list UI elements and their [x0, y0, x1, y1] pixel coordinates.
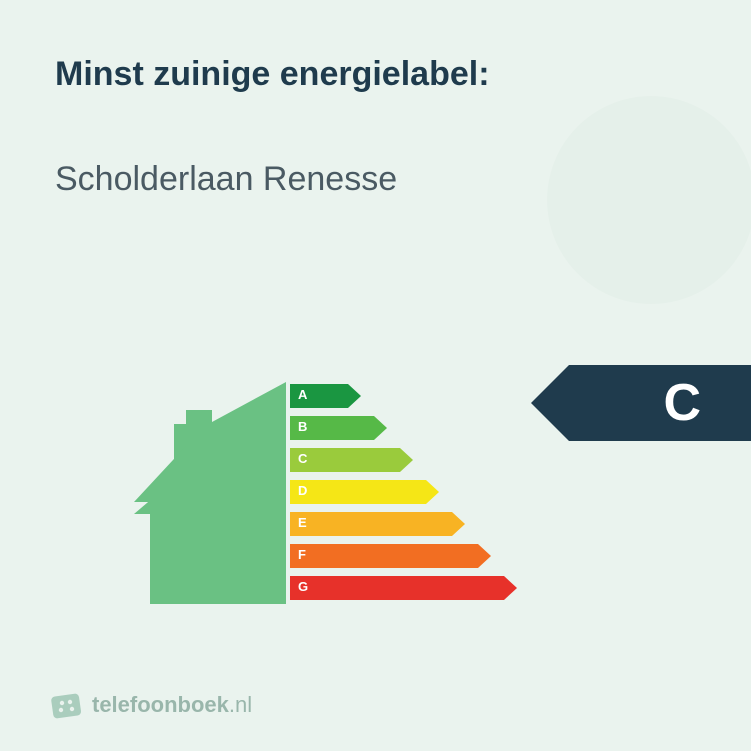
house-icon-main [130, 380, 286, 606]
bar-label: A [298, 387, 307, 402]
bar-label: F [298, 547, 306, 562]
bar-shape [290, 448, 414, 472]
footer-brand: telefoonboek.nl [92, 692, 252, 718]
footer-brand-light: .nl [229, 692, 252, 717]
bar-shape [290, 512, 466, 536]
bar-label: E [298, 515, 307, 530]
watermark-icon [521, 70, 751, 330]
footer: telefoonboek.nl [50, 689, 252, 721]
footer-brand-bold: telefoonboek [92, 692, 229, 717]
bar-shape [290, 576, 518, 600]
bar-shape [290, 544, 492, 568]
bar-label: C [298, 451, 307, 466]
bar-label: D [298, 483, 307, 498]
rating-letter: C [663, 373, 701, 433]
page-title: Minst zuinige energielabel: [55, 55, 490, 94]
energy-chart: A B C D E F G [130, 380, 610, 620]
page-subtitle: Scholderlaan Renesse [55, 160, 397, 199]
bar-shape [290, 480, 440, 504]
footer-logo-icon [50, 689, 82, 721]
bar-label: G [298, 579, 308, 594]
bar-label: B [298, 419, 307, 434]
